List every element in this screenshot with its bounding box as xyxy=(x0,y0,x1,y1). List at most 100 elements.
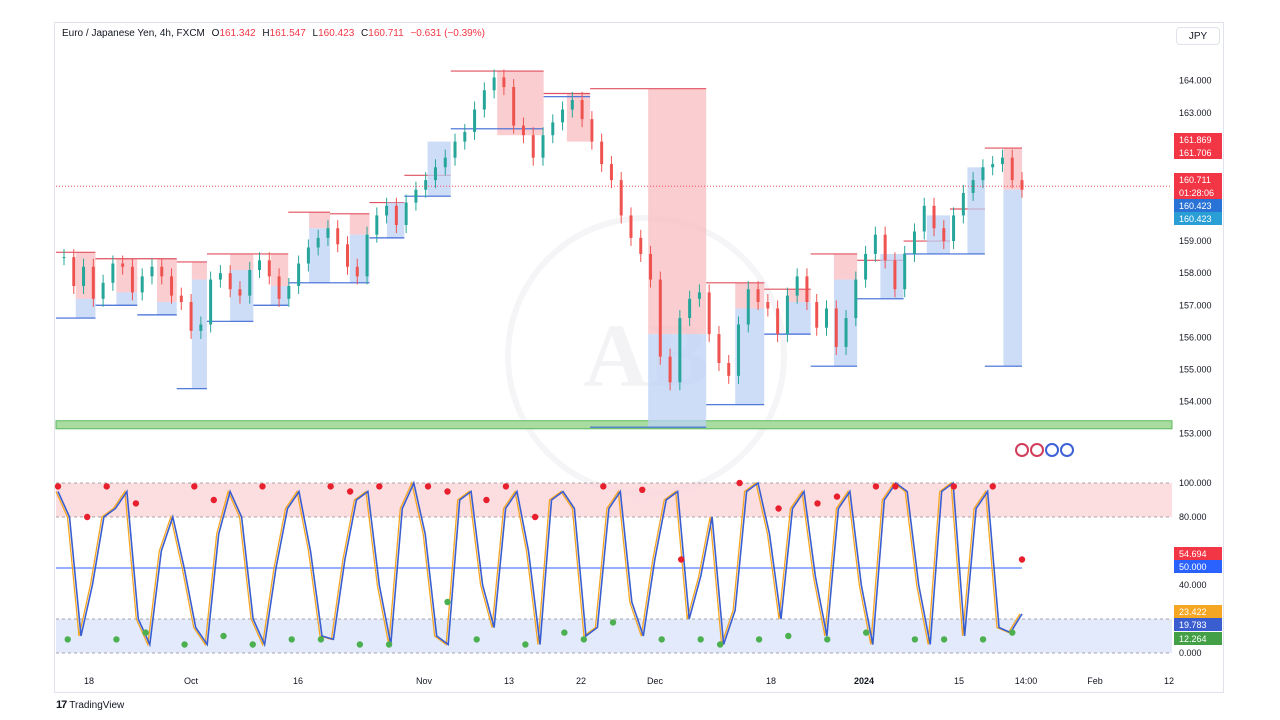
indicator-icons[interactable] xyxy=(1015,443,1074,457)
overbought-dot xyxy=(677,556,685,563)
oversold-dot xyxy=(1009,629,1016,636)
x-tick-label: 16 xyxy=(293,676,303,686)
candle-body xyxy=(707,292,711,335)
stoch-value-box xyxy=(1174,605,1222,618)
oversold-dot xyxy=(444,598,451,606)
candle-body xyxy=(688,298,692,319)
candle-body xyxy=(746,289,750,325)
candle-body xyxy=(609,164,613,181)
resistance-fill xyxy=(75,252,96,299)
overbought-dot xyxy=(444,488,451,495)
stoch-y-tick: 0.000 xyxy=(1179,648,1202,658)
candle-body xyxy=(277,276,281,299)
overbought-dot xyxy=(872,483,880,490)
y-tick-label: 159.000 xyxy=(1179,236,1212,246)
candle-body xyxy=(834,308,838,347)
candle-body xyxy=(697,292,701,299)
y-tick-label: 156.000 xyxy=(1179,332,1212,342)
support-fill xyxy=(648,334,707,428)
oversold-dot xyxy=(863,629,870,636)
overbought-dot xyxy=(950,483,958,490)
resistance-fill xyxy=(116,258,138,293)
support-fill xyxy=(427,141,451,197)
candle-body xyxy=(785,295,789,335)
stoch-d-line xyxy=(57,480,1023,648)
x-tick-label: 22 xyxy=(576,676,586,686)
overbought-dot xyxy=(327,483,334,490)
oversold-dot xyxy=(580,636,588,643)
oversold-dot xyxy=(609,619,617,626)
chart-legend: Euro / Japanese Yen, 4h, FXCM O161.342 H… xyxy=(62,28,485,39)
candle-body xyxy=(629,215,633,238)
candle-body xyxy=(541,135,545,158)
stoch-y-tick: 40.000 xyxy=(1179,580,1207,590)
x-tick-label: 13 xyxy=(504,676,514,686)
overbought-dot xyxy=(814,500,821,507)
candle-body xyxy=(111,263,115,283)
candle-body xyxy=(345,244,349,267)
support-fill xyxy=(309,228,331,283)
candle-body xyxy=(824,308,828,328)
candle-body xyxy=(912,231,916,254)
candle-body xyxy=(932,205,936,229)
candle-body xyxy=(62,257,66,259)
resistance-fill xyxy=(309,212,331,229)
overbought-dot xyxy=(502,483,510,490)
price-label-box xyxy=(1174,133,1222,146)
overbought-dot xyxy=(210,496,217,504)
stoch-value-box xyxy=(1174,618,1222,631)
candle-body xyxy=(1020,180,1024,190)
oversold-dot xyxy=(658,636,665,643)
event-icon[interactable] xyxy=(1045,443,1059,457)
oversold-dot xyxy=(142,629,149,636)
overbought-dot xyxy=(259,483,266,490)
overbought-dot xyxy=(191,483,198,490)
open-value: 161.342 xyxy=(219,28,256,39)
oversold-dot xyxy=(220,632,227,640)
oversold-dot xyxy=(356,641,364,648)
event-icon[interactable] xyxy=(1015,443,1029,457)
tradingview-logo[interactable]: 17 TradingView xyxy=(56,699,124,711)
candle-body xyxy=(189,302,193,331)
chart-frame xyxy=(54,22,1224,693)
x-tick-label: Feb xyxy=(1087,676,1103,686)
x-tick-label: 14:00 xyxy=(1015,676,1038,686)
candle-body xyxy=(717,334,721,363)
candle-body xyxy=(795,276,799,296)
support-fill xyxy=(191,279,207,389)
event-icon[interactable] xyxy=(1030,443,1044,457)
high-value: 161.547 xyxy=(269,28,306,39)
price-label-box xyxy=(1174,173,1222,186)
x-tick-label: Dec xyxy=(647,676,664,686)
y-tick-label: 157.000 xyxy=(1179,300,1212,310)
support-zone xyxy=(55,420,1173,430)
support-fill xyxy=(75,298,96,319)
overbought-dot xyxy=(833,493,841,500)
candle-body xyxy=(864,253,868,280)
oversold-dot xyxy=(249,641,256,648)
stoch-value-box xyxy=(1174,547,1222,560)
candle-body xyxy=(981,167,985,181)
candle-body xyxy=(355,266,359,277)
event-icon[interactable] xyxy=(1060,443,1074,457)
support-fill xyxy=(967,167,985,254)
oversold-dot xyxy=(288,636,295,643)
candle-body xyxy=(179,295,183,303)
symbol-label[interactable]: Euro / Japanese Yen, 4h, FXCM xyxy=(62,28,205,39)
candle-body xyxy=(952,215,956,242)
support-fill xyxy=(116,292,138,306)
candle-body xyxy=(521,125,525,136)
currency-button[interactable]: JPY xyxy=(1176,27,1220,45)
candle-body xyxy=(443,157,447,168)
candle-body xyxy=(91,266,95,299)
candle-body xyxy=(766,302,770,309)
candle-body xyxy=(453,141,457,158)
price-label-box xyxy=(1174,212,1222,225)
candle-body xyxy=(287,286,291,299)
candle-body xyxy=(873,234,877,254)
overbought-dot xyxy=(103,483,110,490)
overbought-dot xyxy=(132,500,140,507)
support-fill xyxy=(157,302,177,315)
low-value: 160.423 xyxy=(318,28,355,39)
